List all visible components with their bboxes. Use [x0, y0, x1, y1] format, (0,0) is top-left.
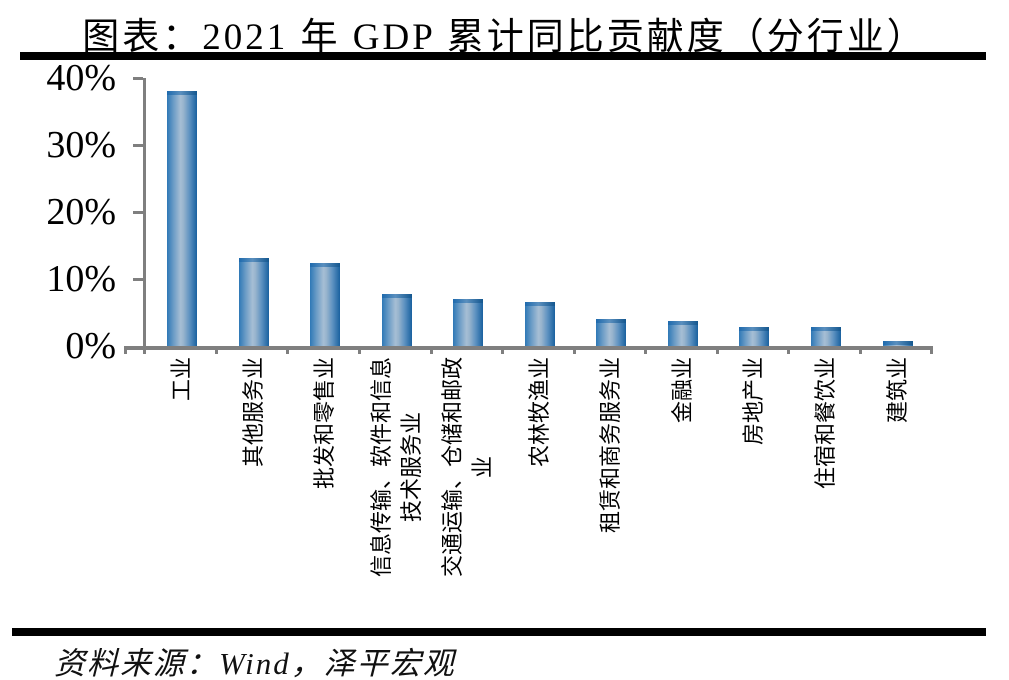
y-axis-tick-mark — [133, 77, 143, 80]
x-axis-category-label: 建筑业 — [884, 357, 910, 424]
x-axis-tick-mark — [429, 346, 433, 354]
x-axis-tick-mark — [858, 346, 862, 354]
bar-top-cap — [739, 326, 770, 331]
y-axis-line — [143, 78, 146, 349]
bar-7 — [596, 319, 627, 346]
x-axis-tick-mark — [930, 346, 934, 354]
bar-top-cap — [667, 320, 698, 325]
x-axis-tick-mark — [143, 346, 147, 354]
y-axis-tick-label: 20% — [46, 191, 116, 233]
x-axis-category-label: 工业 — [169, 357, 194, 402]
x-axis-line — [124, 346, 933, 350]
y-axis-tick-mark — [133, 278, 143, 281]
x-axis-category-label: 住宿和餐饮业 — [812, 357, 838, 490]
x-axis-category-label: 批发和零售业 — [312, 357, 338, 490]
x-axis-tick-mark — [787, 346, 791, 354]
y-axis-tick-label: 0% — [65, 325, 116, 367]
bar-top-cap — [167, 91, 197, 96]
bar-4 — [381, 294, 412, 346]
y-axis-tick-label: 30% — [46, 124, 116, 166]
x-axis-category-label: 农林牧渔业 — [526, 357, 552, 468]
bar-top-cap — [381, 294, 412, 299]
x-axis-tick-mark — [214, 346, 218, 354]
y-axis-tick-mark — [133, 211, 143, 214]
bar-3 — [310, 262, 341, 346]
bar-top-cap — [524, 301, 555, 306]
bar-9 — [739, 326, 770, 346]
bar-top-cap — [238, 257, 269, 262]
x-axis-category-label: 其他服务业 — [240, 357, 266, 468]
bar-top-cap — [310, 262, 341, 267]
bar-10 — [810, 327, 841, 346]
bar-2 — [238, 257, 269, 346]
bar-1 — [167, 91, 197, 346]
x-axis-tick-mark — [286, 346, 290, 354]
bar-chart: 0% 10% 20% 30% 40% 工业 其他服务业 批发和零售业 信息传输、软件和信息 技术服… — [0, 57, 1009, 620]
bar-top-cap — [810, 327, 841, 332]
x-axis-category-label: 房地产业 — [741, 357, 767, 446]
x-axis-tick-mark — [715, 346, 719, 354]
x-axis-category-label: 交通运输、仓储和邮政业 — [440, 357, 496, 578]
y-axis-tick-label: 40% — [46, 57, 116, 99]
footer-divider-rule — [12, 628, 986, 636]
bar-top-cap — [453, 299, 484, 304]
bar-6 — [524, 301, 555, 346]
bar-top-cap — [882, 340, 913, 345]
y-axis-tick-label: 10% — [46, 258, 116, 300]
bar-top-cap — [596, 319, 627, 324]
x-axis-tick-mark — [501, 346, 505, 354]
x-axis-tick-mark — [124, 346, 127, 354]
chart-title: 图表：2021 年 GDP 累计同比贡献度（分行业） — [82, 17, 927, 58]
x-axis-tick-mark — [644, 346, 648, 354]
x-axis-tick-mark — [572, 346, 576, 354]
y-axis-tick-mark — [133, 144, 143, 147]
x-axis-category-label: 信息传输、软件和信息 技术服务业 — [368, 357, 424, 578]
x-axis-tick-mark — [357, 346, 361, 354]
x-axis-category-label: 租赁和商务服务业 — [598, 357, 624, 534]
bar-8 — [667, 320, 698, 346]
bar-11 — [882, 340, 913, 346]
bar-5 — [453, 299, 484, 346]
title-divider-rule — [20, 52, 986, 60]
data-source-note: 资料来源：Wind，泽平宏观 — [54, 646, 456, 680]
x-axis-category-label: 金融业 — [669, 357, 695, 424]
